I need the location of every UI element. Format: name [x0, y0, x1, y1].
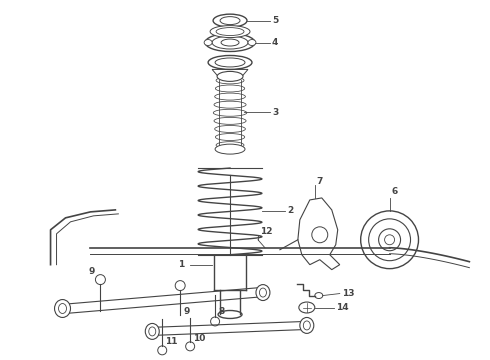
- Ellipse shape: [300, 318, 314, 333]
- Text: 6: 6: [392, 188, 398, 197]
- Ellipse shape: [54, 300, 71, 318]
- Text: 1: 1: [178, 260, 184, 269]
- Ellipse shape: [248, 40, 256, 45]
- Text: 11: 11: [165, 337, 178, 346]
- Text: 7: 7: [317, 177, 323, 186]
- Text: 13: 13: [342, 289, 354, 298]
- Ellipse shape: [215, 144, 245, 154]
- Text: 8: 8: [218, 307, 224, 316]
- Ellipse shape: [379, 229, 400, 251]
- Ellipse shape: [205, 33, 255, 51]
- Ellipse shape: [208, 55, 252, 69]
- Text: 14: 14: [336, 303, 348, 312]
- Text: 10: 10: [193, 334, 205, 343]
- Ellipse shape: [213, 14, 247, 27]
- Ellipse shape: [221, 39, 239, 46]
- Text: 4: 4: [272, 38, 278, 47]
- Ellipse shape: [361, 211, 418, 269]
- Text: 9: 9: [89, 267, 95, 276]
- Text: 12: 12: [260, 227, 272, 236]
- Text: 2: 2: [287, 206, 293, 215]
- Text: 9: 9: [183, 307, 190, 316]
- Ellipse shape: [210, 26, 250, 37]
- Ellipse shape: [204, 40, 212, 45]
- Ellipse shape: [217, 71, 243, 81]
- Ellipse shape: [218, 310, 242, 319]
- Text: 3: 3: [272, 108, 278, 117]
- Ellipse shape: [145, 323, 159, 339]
- Ellipse shape: [256, 285, 270, 301]
- Text: 5: 5: [272, 16, 278, 25]
